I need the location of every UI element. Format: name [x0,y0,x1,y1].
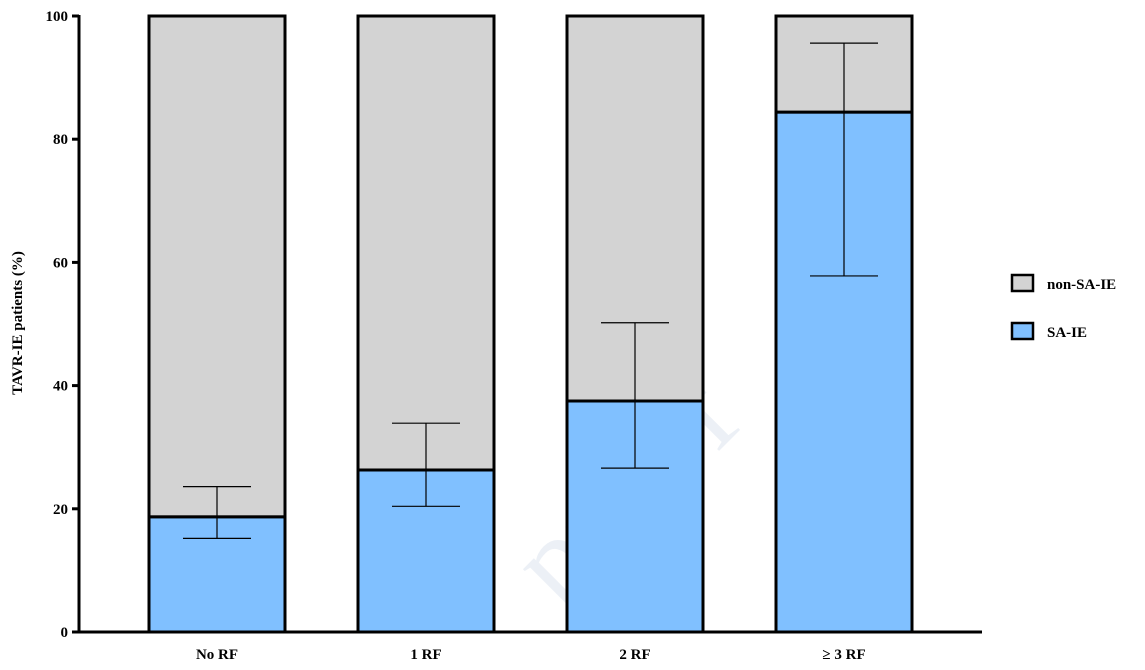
bar-non-sa-ie-1 [356,14,496,472]
x-tick-label: ≥ 3 RF [822,647,865,663]
x-tick-label: No RF [196,647,238,663]
x-tick-label: 1 RF [410,647,441,663]
error-bars-group [183,42,878,539]
legend-label-0: non-SA-IE [1047,277,1116,293]
y-tick-label: 40 [53,379,68,395]
y-tick-label: 80 [53,132,68,148]
legend-swatch-0 [1010,273,1035,293]
axes-group: No RF 1 RF 2 RF ≥ 3 RF 0 20 40 60 80 100 [46,9,982,663]
y-tick-label: 100 [46,9,69,25]
y-axis-title: TAVR-IE patients (%) [10,251,26,395]
legend: non-SA-IE SA-IE [1010,273,1116,341]
legend-swatch-1 [1010,321,1035,341]
y-tick-label: 0 [61,625,69,641]
x-tick-label: 2 RF [619,647,650,663]
legend-label-1: SA-IE [1047,325,1087,341]
bar-non-sa-ie-0 [147,14,287,519]
y-tick-label: 60 [53,255,68,271]
y-tick-label: 20 [53,502,68,518]
